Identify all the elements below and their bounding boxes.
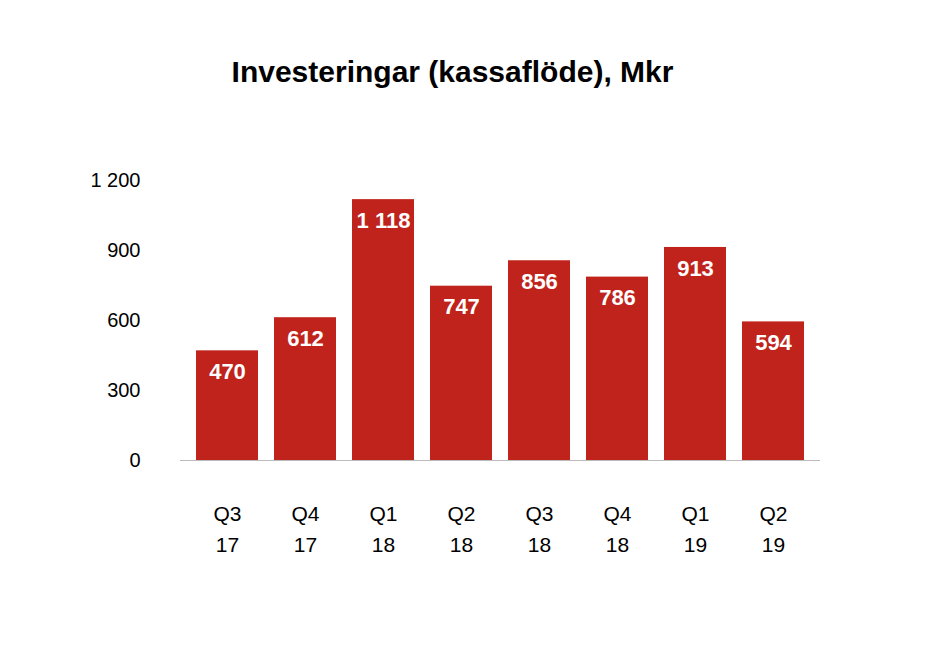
- svg-text:470: 470: [209, 359, 246, 384]
- svg-text:1 200: 1 200: [90, 169, 140, 191]
- svg-text:300: 300: [107, 379, 140, 401]
- svg-text:Q119: Q119: [681, 502, 709, 557]
- svg-text:Q218: Q218: [447, 502, 475, 557]
- svg-text:Q118: Q118: [369, 502, 397, 557]
- svg-text:0: 0: [129, 449, 140, 471]
- svg-text:900: 900: [107, 239, 140, 261]
- svg-text:600: 600: [107, 309, 140, 331]
- svg-text:Q219: Q219: [759, 502, 787, 557]
- svg-text:786: 786: [599, 285, 636, 310]
- svg-text:Q317: Q317: [213, 502, 241, 557]
- svg-text:747: 747: [443, 294, 480, 319]
- svg-text:Q417: Q417: [291, 502, 319, 557]
- svg-text:1 118: 1 118: [357, 208, 411, 233]
- svg-text:Q318: Q318: [525, 502, 553, 557]
- html-text:Investeringar (kassaflöde), Mk: Investeringar (kassaflöde), Mkr: [231, 55, 674, 88]
- svg-text:612: 612: [287, 326, 324, 351]
- svg-text:594: 594: [755, 330, 792, 355]
- svg-text:Q418: Q418: [603, 502, 631, 557]
- svg-text:856: 856: [521, 269, 558, 294]
- svg-text:913: 913: [677, 256, 714, 281]
